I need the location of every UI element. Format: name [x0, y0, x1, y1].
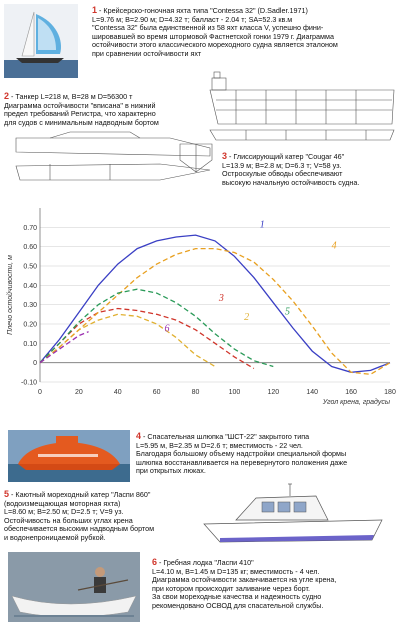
- x-tick-label: 120: [267, 389, 279, 396]
- item-6-line: L=4.10 м, B=1.45 м D=135 кг; вместимость…: [152, 566, 320, 576]
- tanker-drawing: [206, 70, 398, 142]
- item-4-line: Благодаря большому объему надстройки спе…: [136, 449, 347, 459]
- item-4-title: - Спасательная шлюпка "ШСТ-22" закрытого…: [143, 432, 310, 441]
- item-4-line: при открытых люках.: [136, 466, 206, 476]
- x-tick-label: 100: [229, 389, 241, 396]
- item-3-caption: 3 - Глиссирующий катер "Cougar 46" L=13.…: [222, 152, 398, 187]
- item-1-title: - Крейсерско-гоночная яхта типа "Contess…: [99, 6, 308, 15]
- y-tick-label: 0: [33, 360, 37, 367]
- item-6-line: рекомендовано ОСВОД для спасательной слу…: [152, 600, 324, 610]
- x-axis-label: Угол крена, градусы: [322, 398, 391, 406]
- x-tick-label: 60: [153, 389, 161, 396]
- series-label-3: 3: [218, 293, 224, 304]
- item-2-number: 2: [4, 91, 10, 101]
- y-tick-label: 0.10: [23, 341, 37, 348]
- x-tick-label: 160: [345, 389, 357, 396]
- lifeboat-photo: [8, 430, 130, 482]
- y-tick-label: 0.30: [23, 302, 37, 309]
- y-tick-label: 0.50: [23, 264, 37, 271]
- item-3-line: высокую начальную остойчивость судна.: [222, 177, 360, 187]
- item-6-line: За свои мореходные качества и надежность…: [152, 592, 322, 602]
- item-6-line: Диаграмма остойчивости заканчивается на …: [152, 575, 337, 585]
- item-3-line: L=13.9 м; B=2.8 м; D=6.3 т; V=58 уз.: [222, 160, 342, 170]
- y-tick-label: 0.20: [23, 322, 37, 329]
- series-line-4: [39, 247, 391, 375]
- y-tick-label: 0.40: [23, 283, 37, 290]
- series-line-5: [39, 288, 274, 368]
- y-axis-label: Плечо остойчивости, м: [6, 255, 14, 335]
- cougar-section: [176, 140, 216, 176]
- x-tick-label: 20: [75, 389, 83, 396]
- item-5-title: - Каютный мореходный катер "Ласпи 860": [11, 490, 151, 499]
- rowboat-photo: [8, 552, 140, 622]
- item-6-number: 6: [152, 557, 158, 567]
- item-6-title: - Гребная лодка "Ласпи 410": [159, 558, 254, 567]
- item-2-caption: 2 - Танкер L=218 м, B=28 м D=56300 т Диа…: [4, 92, 208, 127]
- item-6-caption: 6 - Гребная лодка "Ласпи 410" L=4.10 м, …: [152, 558, 398, 611]
- item-1-line: остойчивости этого классического мореход…: [92, 40, 338, 50]
- cougar-drawing: [10, 130, 220, 186]
- stability-chart: -0.10 0 0.10 0.20 0.30 0.40 0.50 0.60 0.70 0 20 40 6…: [0, 196, 400, 430]
- item-3-number: 3: [222, 151, 228, 161]
- series-label-6: 6: [164, 324, 169, 335]
- x-tick-label: 40: [114, 389, 122, 396]
- item-2-title: - Танкер L=218 м, B=28 м D=56300 т: [11, 92, 133, 101]
- item-5-caption: 5 - Каютный мореходный катер "Ласпи 860"…: [4, 490, 194, 543]
- series-label-5: 5: [285, 306, 290, 317]
- yacht-photo: [4, 4, 78, 78]
- item-3-title: - Глиссирующий катер "Cougar 46": [229, 152, 345, 161]
- item-1-line: шировавшей во время штормовой Фастнетско…: [92, 31, 334, 41]
- item-3-line: Остроскулые обводы обеспечивают: [222, 169, 343, 179]
- item-2-line: для судов с минимальным надводным бортом: [4, 117, 159, 127]
- series-line-3: [39, 307, 255, 370]
- series-line-6: [39, 331, 89, 364]
- item-5-line: обеспечивается высоким надводным бортом: [4, 524, 155, 534]
- series-label-4: 4: [332, 241, 337, 252]
- series-label-2: 2: [244, 312, 249, 323]
- item-4-number: 4: [136, 431, 142, 441]
- item-5-line: (водоизмещающая моторная яхта): [4, 498, 121, 508]
- item-1-caption: 1 - Крейсерско-гоночная яхта типа "Conte…: [92, 6, 396, 59]
- item-1-line: L=9.76 м; B=2.90 м; D=4.32 т; балласт - …: [92, 14, 293, 24]
- item-4-line: L=5.95 м, B=2.35 м D=2.6 т; вместимость …: [136, 440, 303, 450]
- item-6-line: при котором происходит заливание через б…: [152, 583, 310, 593]
- x-tick-label: 140: [306, 389, 318, 396]
- x-tick-label: 180: [384, 389, 396, 396]
- item-1-line: "Contessa 32" была единственной из 58 ях…: [92, 23, 324, 33]
- series-line-1: [39, 234, 391, 373]
- series-label-1: 1: [260, 219, 265, 230]
- item-5-line: Остойчивость на больших углах крена: [4, 515, 133, 525]
- series-line-2: [39, 313, 216, 368]
- x-tick-label: 80: [192, 389, 200, 396]
- y-tick-label: 0.70: [23, 225, 37, 232]
- item-2-line: предел требований Регистра, что характер…: [4, 109, 156, 119]
- item-1-number: 1: [92, 5, 98, 15]
- item-1-line: при сравнении остойчивости яхт: [92, 48, 202, 58]
- x-tick-label: 0: [38, 389, 42, 396]
- item-4-line: шлюпка восстанавливается на перевернутог…: [136, 457, 348, 467]
- item-5-line: L=8.60 м; B=2.50 м; D=2.5 т; V=9 уз.: [4, 507, 124, 517]
- y-tick-label: 0.60: [23, 244, 37, 251]
- y-tick-label: -0.10: [21, 380, 37, 387]
- laspi-860-drawing: [196, 480, 396, 552]
- item-4-caption: 4 - Спасательная шлюпка "ШСТ-22" закрыто…: [136, 432, 398, 476]
- item-5-number: 5: [4, 489, 10, 499]
- item-5-line: и водонепроницаемой рубкой.: [4, 532, 106, 542]
- item-2-line: Диаграмма остойчивости "вписана" в нижни…: [4, 100, 156, 110]
